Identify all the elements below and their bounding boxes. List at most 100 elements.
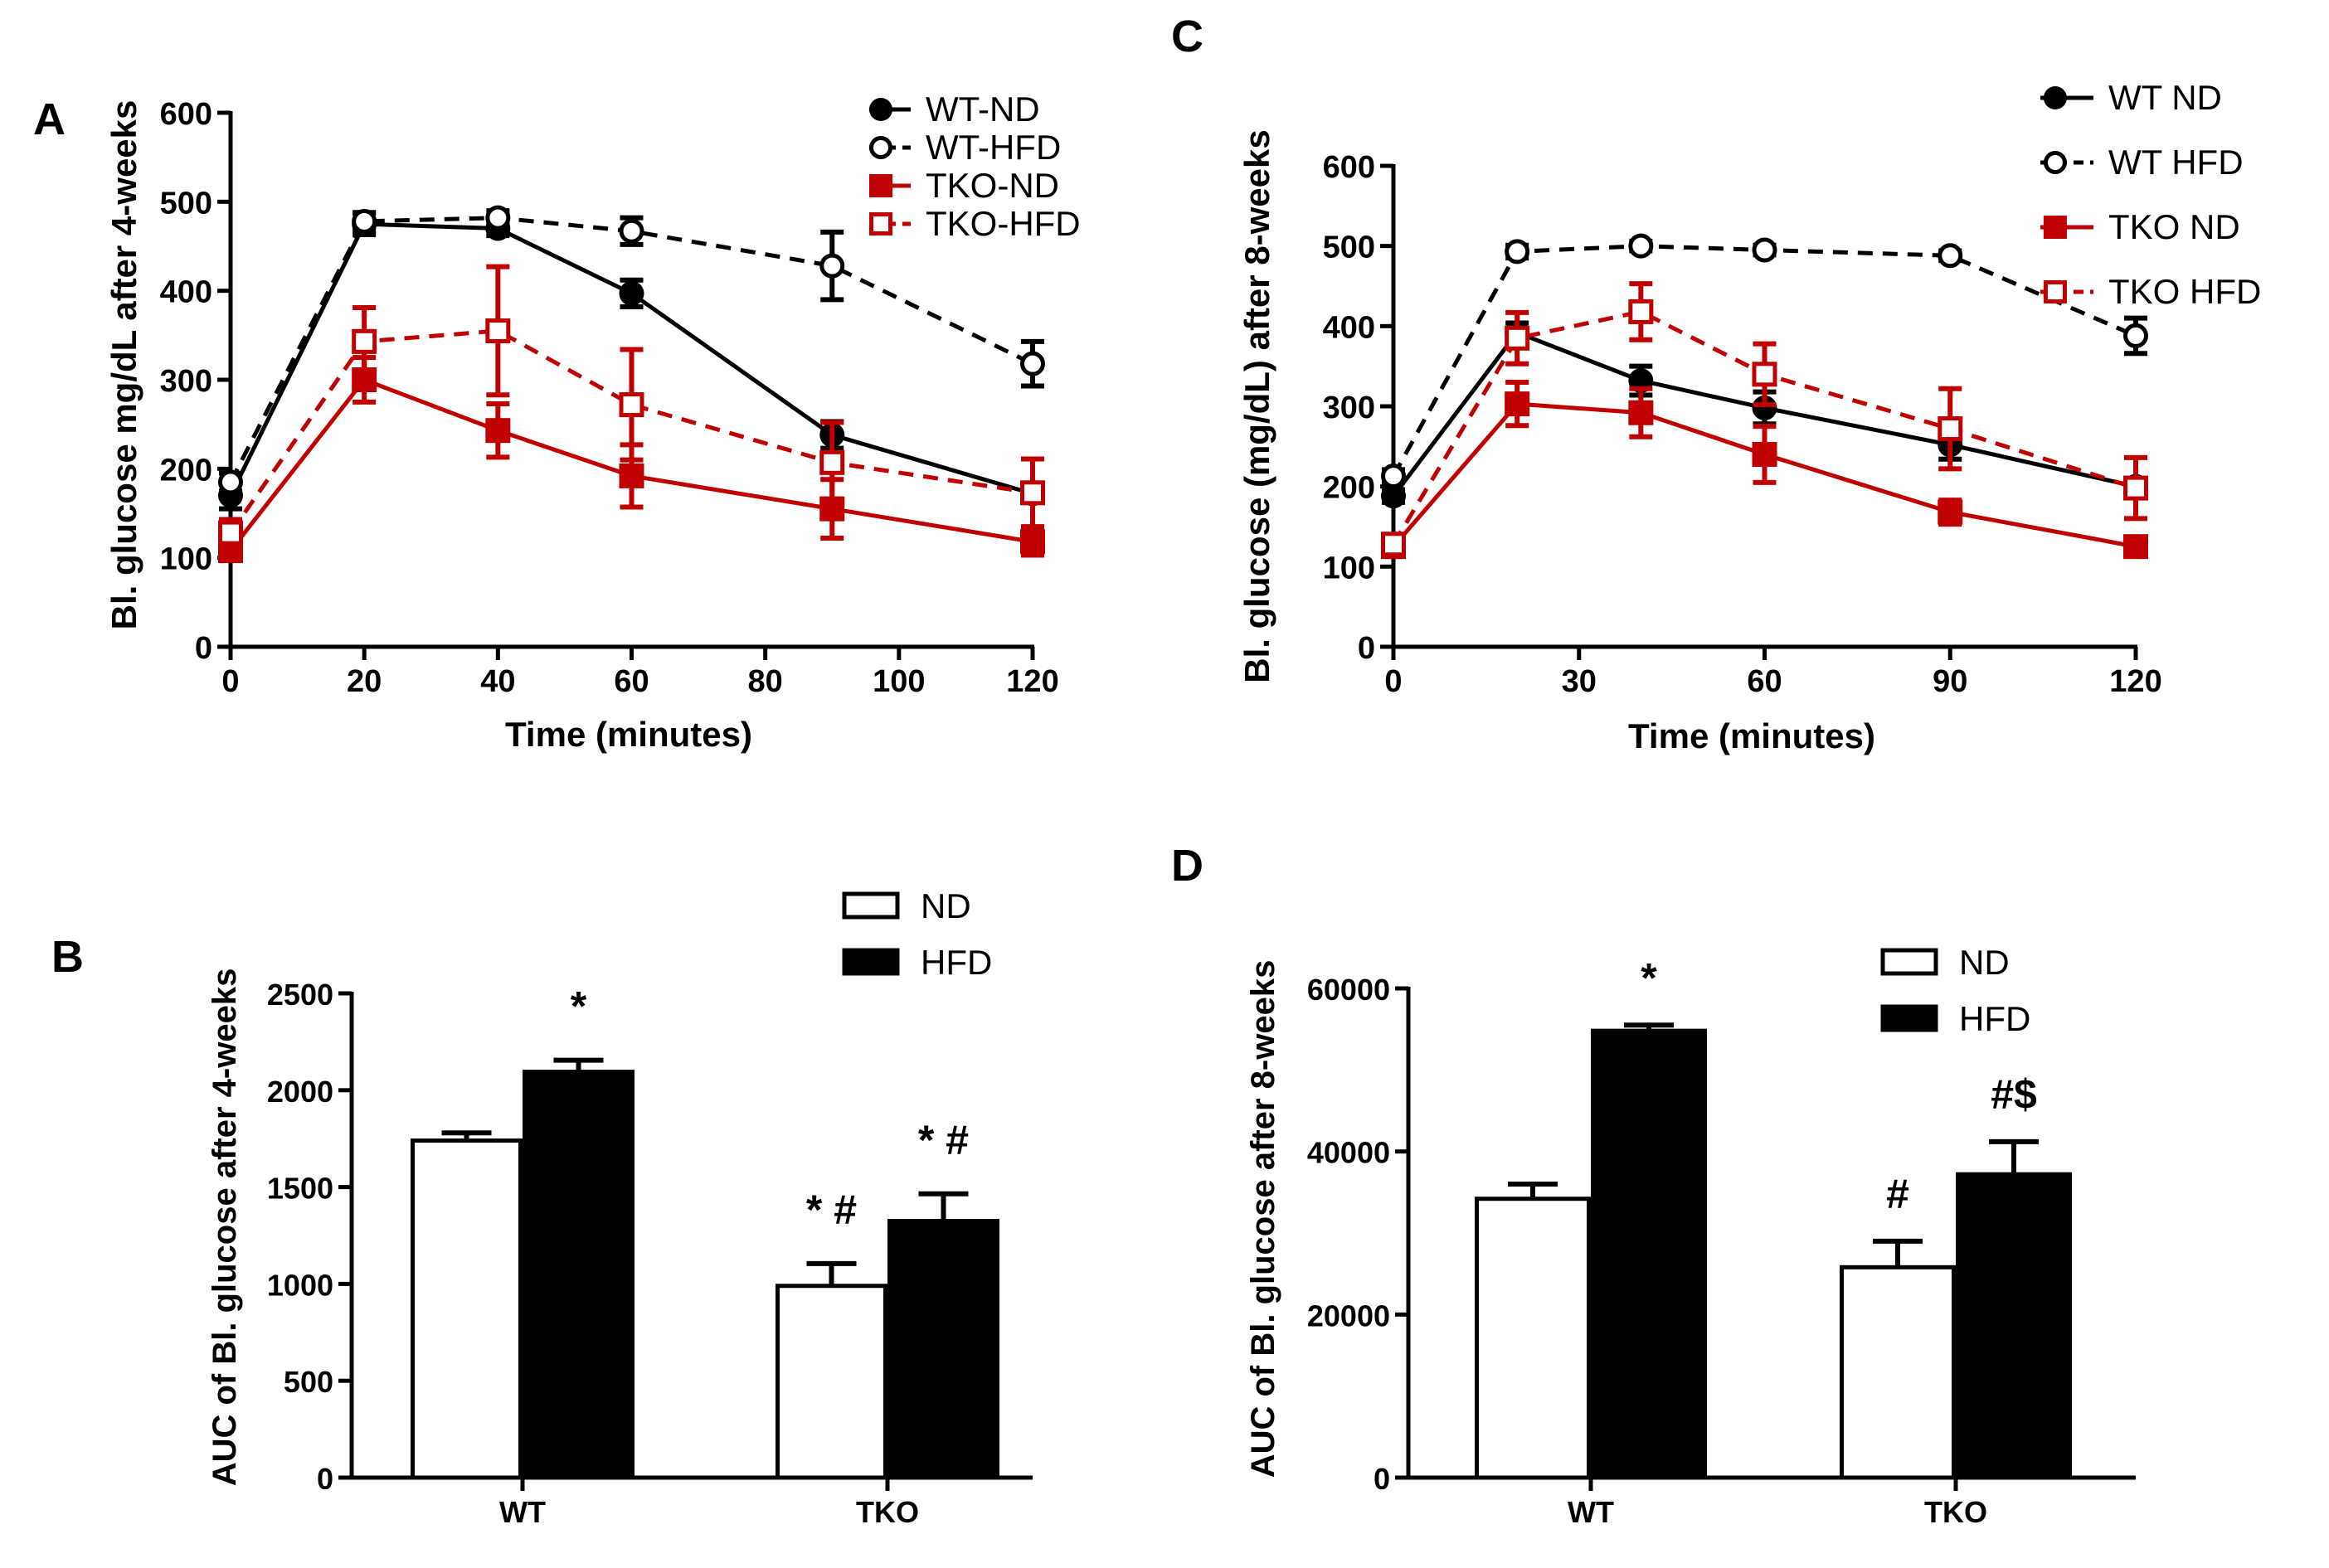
panel-b-y-tick-label: 2000 [267, 1075, 333, 1109]
panel-a-legend-tko-hfd-marker [869, 212, 892, 235]
panel-c-y-tick-label: 300 [1323, 391, 1375, 425]
panel-c-legend: WT ND WT HFD TKO ND TKO HFD [2040, 78, 2261, 311]
panel-c-series-tko-hfd-point [1628, 299, 1654, 324]
panel-b-y-tick-label: 1000 [267, 1268, 333, 1302]
panel-c-series-wt-hfd-point [1752, 237, 1777, 263]
panel-a-series-wt-hfd-point [485, 205, 511, 231]
panel-b-bar-wt-hfd [523, 1070, 635, 1480]
panel-d-bar-tko-hfd [1956, 1172, 2072, 1480]
panel-a-y-tick-label: 300 [160, 364, 212, 399]
panel-a-series-tko-hfd-point [819, 449, 845, 475]
panel-b-y-tick-label: 2500 [267, 978, 333, 1012]
panel-c-y-tick-label: 0 [1358, 631, 1375, 666]
panel-b-bar-tko-nd [776, 1284, 887, 1480]
panel-c-series-tko-nd-point [2123, 534, 2148, 560]
panel-a-series-wt-nd-line [228, 221, 1033, 497]
panel-c-series-tko-hfd [1381, 281, 2148, 557]
panel-c-x-tick-label: 120 [2109, 664, 2161, 699]
panel-b-y-tick-label: 500 [284, 1365, 333, 1399]
panel-d-y-tick-label: 60000 [1307, 973, 1390, 1007]
panel-c-series-wt-nd-line [1392, 330, 2137, 498]
panel-a-y-tick-label: 0 [195, 631, 212, 666]
panel-a-x-tick-label: 40 [480, 664, 515, 699]
panel-d-x-tick-label-tko: TKO [1924, 1495, 1987, 1529]
panel-b-legend-hfd-swatch [842, 948, 900, 976]
panel-a-y-tick-label: 500 [160, 186, 212, 221]
panel-b-y-tick-label: 1500 [267, 1172, 333, 1206]
panel-a-series-wt-hfd-point [1020, 351, 1045, 376]
panel-d-legend: ND HFD [1880, 943, 2030, 1038]
panel-a-axes: 0 100 200 300 400 500 600 0 20 40 60 80 100 120 [160, 97, 1059, 699]
panel-d-legend-hfd-swatch [1880, 1004, 1938, 1032]
panel-c-series-tko-hfd-point [1505, 325, 1530, 351]
panel-c-series-wt-hfd-point [1938, 243, 1963, 269]
panel-c-series-wt-nd-point [1381, 483, 1406, 509]
panel-c-series-tko-nd-point [1938, 499, 1963, 525]
panel-a-series-tko-hfd-point [1020, 480, 1045, 506]
panel-a-x-tick-label: 60 [614, 664, 649, 699]
panel-a-legend-tko-hfd-label: TKO-HFD [926, 204, 1081, 243]
panel-c-line-chart: 0 100 200 300 400 500 600 0 30 60 90 120 WT ND WT HF… [1237, 78, 2261, 755]
panel-c-legend-wt-nd-label: WT ND [2108, 78, 2222, 117]
panel-b-significance-marker: * # [806, 1187, 857, 1233]
panel-c-series-wt-hfd-point [1505, 239, 1530, 265]
panel-a-legend-tko-nd-marker [869, 174, 892, 197]
panel-b-significance-marker: * # [918, 1117, 969, 1163]
panel-d-bars: * # #$ [1475, 954, 2072, 1480]
panel-a-x-tick-label: 0 [221, 664, 239, 699]
panel-label-a: A [33, 95, 66, 144]
panel-a-series-wt-hfd-line [228, 216, 1034, 483]
panel-c-x-tick-label: 60 [1747, 664, 1782, 699]
panel-a-line-chart: 0 100 200 300 400 500 600 0 20 40 60 80 100 120 WT-ND… [105, 90, 1081, 754]
panel-b-bars: * * # * # [411, 983, 999, 1480]
panel-a-x-tick-label: 100 [873, 664, 925, 699]
panel-b-legend-nd-swatch [842, 891, 900, 920]
panel-d-legend-nd-label: ND [1959, 943, 2010, 982]
panel-b-y-axis-label: AUC of Bl. glucose after 4-weeks [207, 968, 243, 1487]
panel-d-legend-hfd-label: HFD [1959, 999, 2030, 1038]
panel-c-legend-tko-hfd-marker [2043, 280, 2067, 303]
panel-d-legend-nd-swatch [1880, 948, 1938, 976]
panel-d-bar-wt-nd [1475, 1197, 1591, 1480]
panel-a-series-tko-hfd-point [352, 328, 377, 354]
panel-d-x-tick-label-wt: WT [1568, 1495, 1614, 1529]
panel-b-bar-tko-hfd [887, 1218, 999, 1480]
panel-c-x-tick-label: 90 [1933, 664, 1967, 699]
panel-c-series-tko-hfd-point [1938, 416, 1963, 442]
panel-c-series-tko-hfd-point [1752, 362, 1777, 387]
panel-d-significance-marker: # [1886, 1171, 1909, 1217]
panel-a-series-wt-hfd-point [619, 218, 644, 244]
panel-c-series-wt-hfd [1381, 233, 2148, 489]
panel-a-series [218, 205, 1045, 564]
panel-d-y-axis-label: AUC of Bl. glucose after 8-weeks [1245, 960, 1281, 1478]
panel-a-y-tick-label: 600 [160, 97, 212, 132]
panel-c-series-tko-hfd-point [1381, 532, 1406, 557]
panel-c-series-tko-nd-point [1752, 442, 1777, 467]
panel-c-x-tick-label: 0 [1384, 664, 1402, 699]
panel-a-series-wt-hfd-point [218, 469, 243, 495]
panel-c-x-axis-label: Time (minutes) [1628, 716, 1875, 755]
panel-b-legend-hfd-label: HFD [921, 943, 992, 982]
panel-c-legend-tko-hfd-label: TKO HFD [2108, 272, 2261, 311]
panel-a-legend-tko-nd-label: TKO-ND [926, 166, 1059, 205]
panel-b-legend: ND HFD [842, 886, 992, 982]
panel-c-series-tko-nd-point [1628, 400, 1654, 425]
panel-a-series-tko-nd-point [619, 463, 644, 488]
panel-a-legend-wt-hfd-label: WT-HFD [926, 128, 1061, 167]
panel-c-y-tick-label: 600 [1323, 150, 1375, 185]
panel-a-legend-wt-nd-marker [869, 98, 892, 121]
panel-b-legend-nd-label: ND [921, 886, 971, 925]
panel-a-series-tko-hfd-point [218, 520, 243, 546]
panel-a-series-tko-nd-point [1020, 529, 1045, 555]
panel-a-legend-wt-hfd-marker [869, 136, 892, 159]
panel-label-d: D [1171, 841, 1203, 891]
panel-c-series-tko-nd-point [1505, 391, 1530, 417]
panel-c-x-tick-label: 30 [1562, 664, 1597, 699]
panel-a-series-wt-nd-point [619, 280, 644, 306]
panel-a-legend-wt-nd-label: WT-ND [926, 90, 1040, 129]
panel-c-axes: 0 100 200 300 400 500 600 0 30 60 90 120 [1323, 150, 2162, 699]
panel-c-y-tick-label: 100 [1323, 551, 1375, 585]
